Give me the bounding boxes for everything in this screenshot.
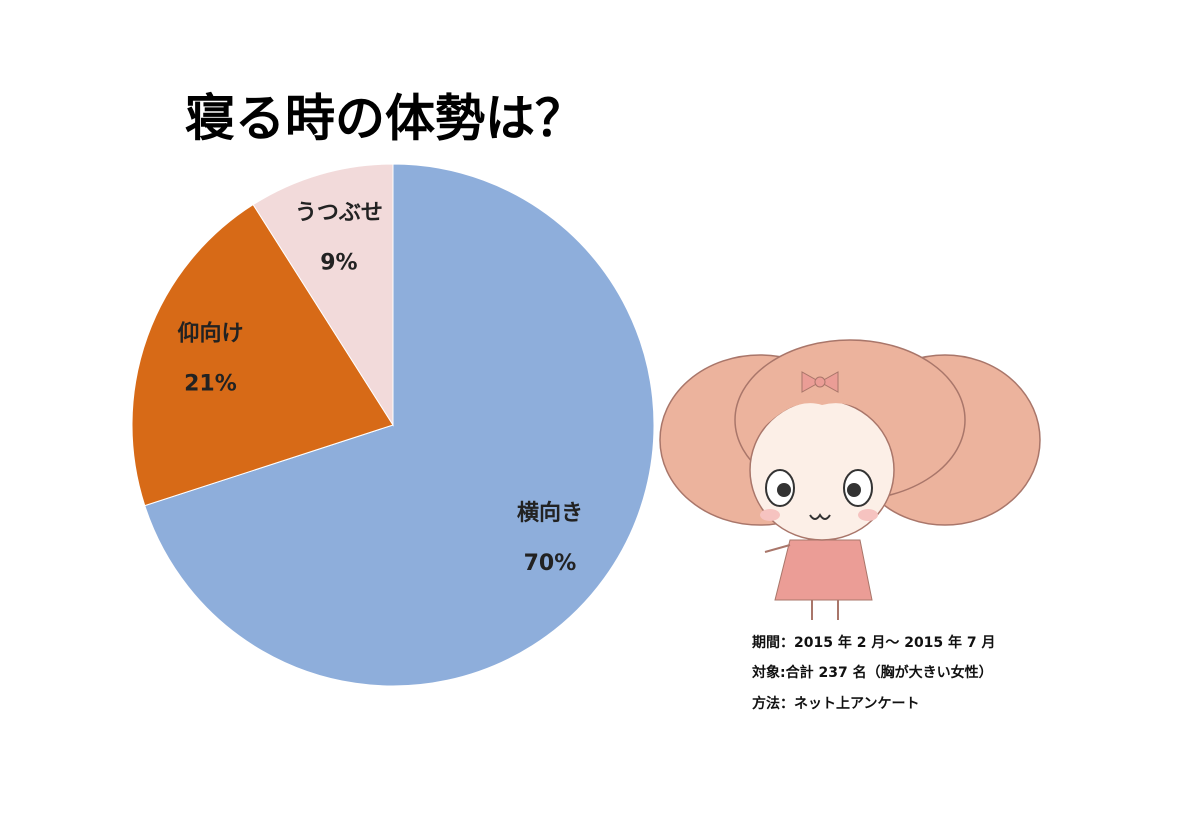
pie-slice: [144, 163, 655, 687]
illustration: [659, 339, 1041, 620]
value-label: 70%: [524, 551, 577, 576]
slice-label: 横向き: [517, 500, 583, 526]
value-label: 9%: [320, 251, 357, 276]
note: 対象:合計 237 名（胸が大きい女性）: [751, 664, 993, 681]
slice-label: うつぶせ: [295, 201, 383, 226]
pie-slice: [252, 163, 394, 427]
chart-title: 寝る時の体勢は？: [185, 90, 585, 148]
note: 期間：2015 年 2 月〜 2015 年 7 月: [752, 634, 996, 651]
value-label: 21%: [184, 371, 237, 396]
slice-label: 仰向け: [177, 320, 243, 346]
pie-slice: [131, 203, 394, 507]
note: 方法：ネット上アンケート: [752, 695, 919, 712]
pie: 横向き 70% 仰向け 21% うつぶせ 9%: [131, 163, 655, 687]
